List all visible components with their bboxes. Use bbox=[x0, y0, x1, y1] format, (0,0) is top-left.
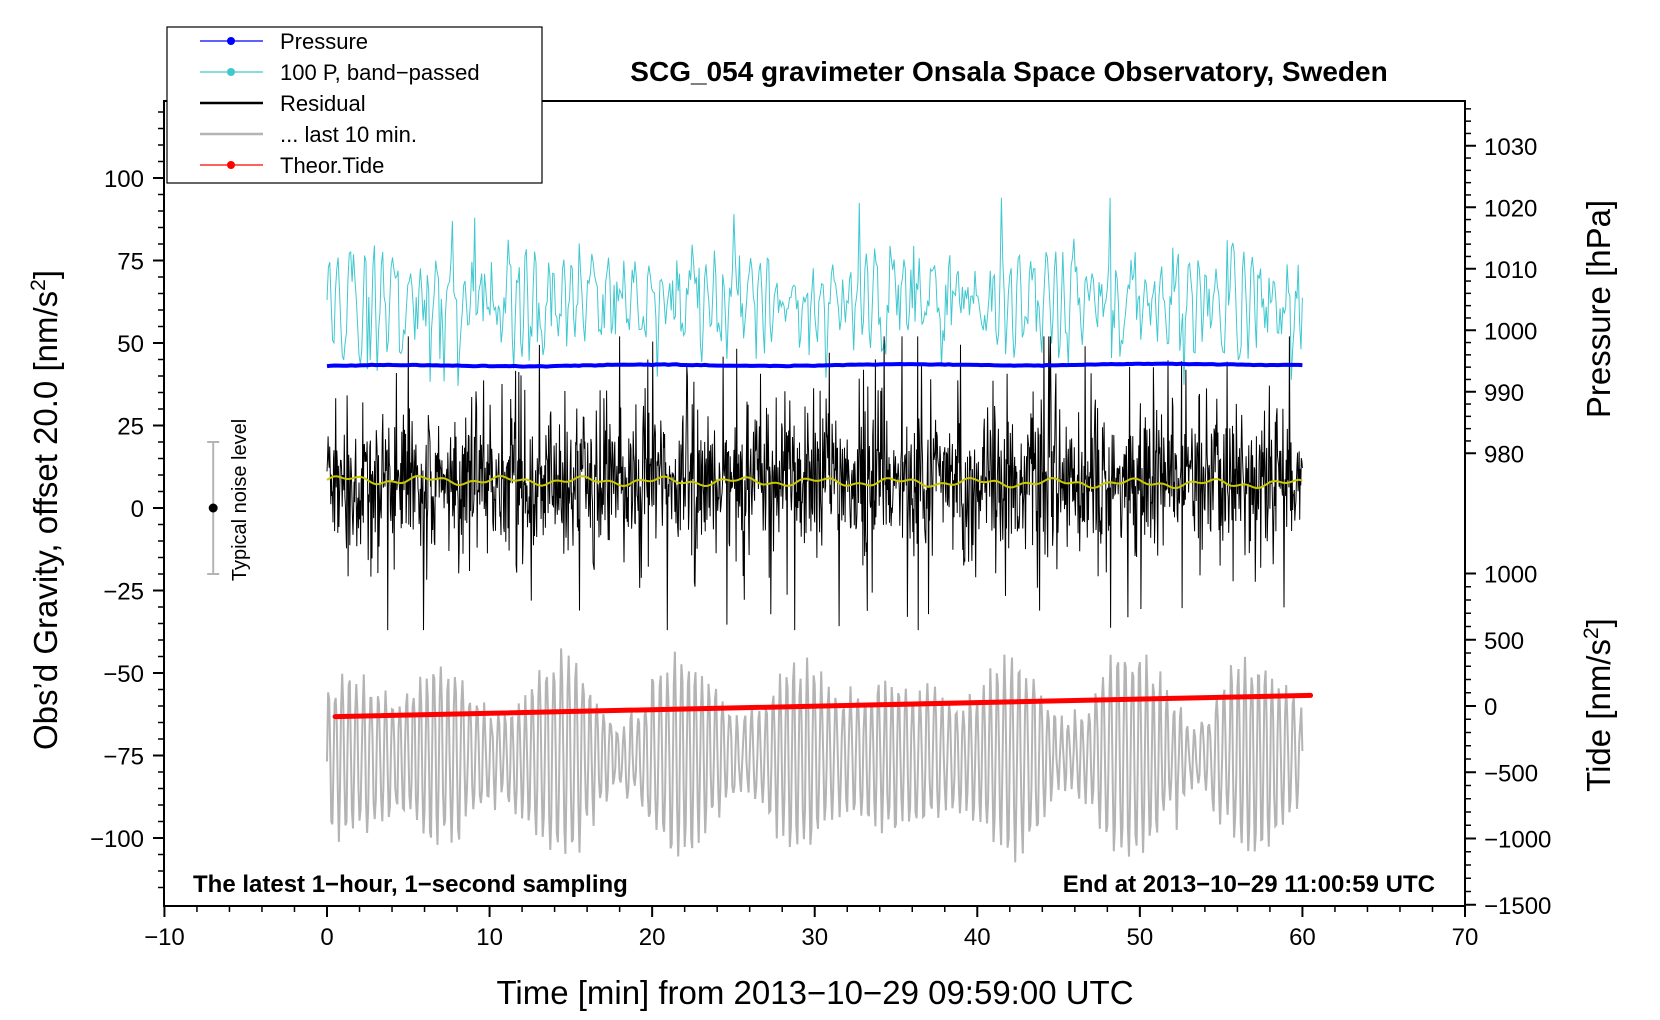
legend-marker bbox=[227, 161, 235, 169]
x-tick-label: −10 bbox=[144, 924, 185, 951]
y-axis-title-left-main: Obs’d Gravity, offset 20.0 [nm/s bbox=[27, 291, 64, 750]
y-tick-label-left: 25 bbox=[117, 414, 144, 441]
axis-ticks: −10 0 10 20 30 40 50 60 701007550250−25−50−75−10… bbox=[90, 108, 1551, 951]
y-tick-label-left: −50 bbox=[103, 661, 144, 688]
tide-tick-label: 1000 bbox=[1484, 562, 1537, 589]
y-axis-title-tide-close: ] bbox=[1580, 618, 1617, 627]
series-bandpassed-pressure bbox=[326, 197, 1303, 386]
tide-tick-label: 500 bbox=[1484, 628, 1524, 655]
y-tick-label-left: 50 bbox=[117, 331, 144, 358]
chart-title: SCG_054 gravimeter Onsala Space Observat… bbox=[630, 56, 1387, 87]
noise-level-indicator: Typical noise level bbox=[207, 419, 251, 581]
tide-tick-label: −1000 bbox=[1484, 827, 1551, 854]
x-tick-label: 60 bbox=[1289, 924, 1316, 951]
pressure-tick-label: 1020 bbox=[1484, 195, 1537, 222]
y-axis-title-left-sup: 2 bbox=[27, 279, 50, 291]
noise-center-dot bbox=[208, 503, 218, 513]
y-axis-title-tide-sup: 2 bbox=[1580, 627, 1603, 639]
x-tick-label: 10 bbox=[476, 924, 503, 951]
series-pressure bbox=[326, 361, 1303, 369]
y-tick-label-left: 75 bbox=[117, 249, 144, 276]
tide-tick-label: 0 bbox=[1484, 694, 1497, 721]
tide-tick-label: −1500 bbox=[1484, 893, 1551, 920]
y-tick-label-left: −100 bbox=[90, 826, 144, 853]
pressure-tick-label: 1000 bbox=[1484, 318, 1537, 345]
legend-label: Theor.Tide bbox=[280, 153, 384, 178]
series-theor-tide bbox=[332, 692, 1314, 720]
y-axis-title-tide-main: Tide [nm/s bbox=[1580, 639, 1617, 792]
pressure-tick-label: 1010 bbox=[1484, 257, 1537, 284]
data-layer bbox=[326, 197, 1314, 863]
x-tick-label: 30 bbox=[801, 924, 828, 951]
legend: Pressure 100 P, band−passed Residual ... la… bbox=[166, 26, 543, 184]
annotation-sampling: The latest 1−hour, 1−second sampling bbox=[193, 871, 628, 898]
legend-label: 100 P, band−passed bbox=[280, 60, 480, 85]
y-tick-label-left: −75 bbox=[103, 744, 144, 771]
tide-tick-label: −500 bbox=[1484, 760, 1538, 787]
x-tick-label: 50 bbox=[1127, 924, 1154, 951]
y-axis-title-pressure: Pressure [hPa] bbox=[1580, 200, 1617, 418]
series-last-10-min bbox=[326, 648, 1304, 863]
annotation-end-time: End at 2013−10−29 11:00:59 UTC bbox=[1063, 871, 1435, 898]
legend-items: Pressure 100 P, band−passed Residual ... la… bbox=[200, 29, 480, 178]
legend-label: ... last 10 min. bbox=[280, 122, 417, 147]
x-axis-title: Time [min] from 2013−10−29 09:59:00 UTC bbox=[496, 974, 1133, 1011]
x-tick-label: 70 bbox=[1452, 924, 1479, 951]
pressure-tick-label: 1030 bbox=[1484, 134, 1537, 161]
y-tick-label-left: −25 bbox=[103, 579, 144, 606]
y-axis-title-left: Obs’d Gravity, offset 20.0 [nm/s2] bbox=[27, 270, 64, 750]
y-axis-title-left-close: ] bbox=[27, 270, 64, 279]
series-residual bbox=[326, 336, 1303, 631]
legend-label: Pressure bbox=[280, 29, 368, 54]
legend-marker bbox=[227, 68, 235, 76]
legend-box bbox=[166, 26, 543, 184]
y-tick-label-left: 0 bbox=[131, 496, 144, 523]
noise-label: Typical noise level bbox=[229, 419, 251, 581]
x-tick-label: 0 bbox=[320, 924, 333, 951]
x-tick-label: 20 bbox=[639, 924, 666, 951]
x-tick-label: 40 bbox=[964, 924, 991, 951]
legend-label: Residual bbox=[280, 91, 366, 116]
pressure-tick-label: 990 bbox=[1484, 380, 1524, 407]
y-axis-title-tide: Tide [nm/s2] bbox=[1580, 618, 1617, 792]
y-tick-label-left: 100 bbox=[104, 166, 144, 193]
pressure-tick-label: 980 bbox=[1484, 441, 1524, 468]
legend-marker bbox=[227, 37, 235, 45]
series-smoothed-residual bbox=[326, 474, 1303, 490]
